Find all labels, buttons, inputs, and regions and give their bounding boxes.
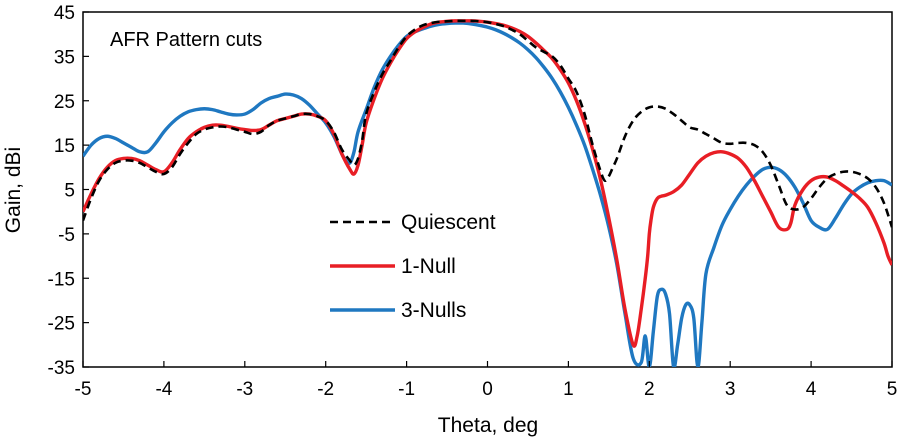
legend-label-3-nulls: 3-Nulls — [401, 299, 466, 322]
y-tick-label: 25 — [54, 92, 75, 113]
y-tick-label: -35 — [48, 358, 75, 379]
x-axis-ticks: -5 -4 -3 -2 -1 0 1 2 3 4 5 — [75, 361, 898, 400]
series-line-quiescent — [83, 19, 892, 228]
legend-label-1-null: 1-Null — [401, 255, 456, 278]
x-tick-label: 1 — [563, 379, 574, 400]
x-tick-label: -1 — [398, 379, 415, 400]
x-tick-label: 2 — [644, 379, 655, 400]
y-tick-label: -15 — [48, 269, 75, 290]
x-tick-label: 4 — [806, 379, 817, 400]
y-axis-title: Gain, dBi — [2, 147, 25, 233]
x-tick-label: -5 — [75, 379, 92, 400]
legend: Quiescent 1-Null 3-Nulls — [330, 211, 496, 322]
y-tick-label: -5 — [58, 225, 75, 246]
x-tick-label: -2 — [317, 379, 334, 400]
chart-annotation: AFR Pattern cuts — [110, 29, 262, 51]
legend-label-quiescent: Quiescent — [401, 211, 496, 234]
y-tick-label: 5 — [64, 181, 75, 202]
y-tick-label: 35 — [54, 47, 75, 68]
y-tick-label: -25 — [48, 314, 75, 335]
x-tick-label: -4 — [155, 379, 172, 400]
x-tick-label: 0 — [482, 379, 493, 400]
series-line-1-null — [83, 19, 892, 348]
x-tick-label: 5 — [887, 379, 898, 400]
y-axis-ticks: 45 35 25 15 5 -5 -15 -25 -35 — [48, 3, 89, 379]
y-tick-label: 45 — [54, 3, 75, 24]
x-tick-label: 3 — [725, 379, 736, 400]
series-layer — [83, 19, 892, 367]
plot-area — [82, 11, 893, 368]
series-line-3-nulls — [83, 21, 892, 367]
x-tick-label: -3 — [236, 379, 253, 400]
y-tick-label: 15 — [54, 136, 75, 157]
x-axis-title: Theta, deg — [438, 414, 538, 437]
